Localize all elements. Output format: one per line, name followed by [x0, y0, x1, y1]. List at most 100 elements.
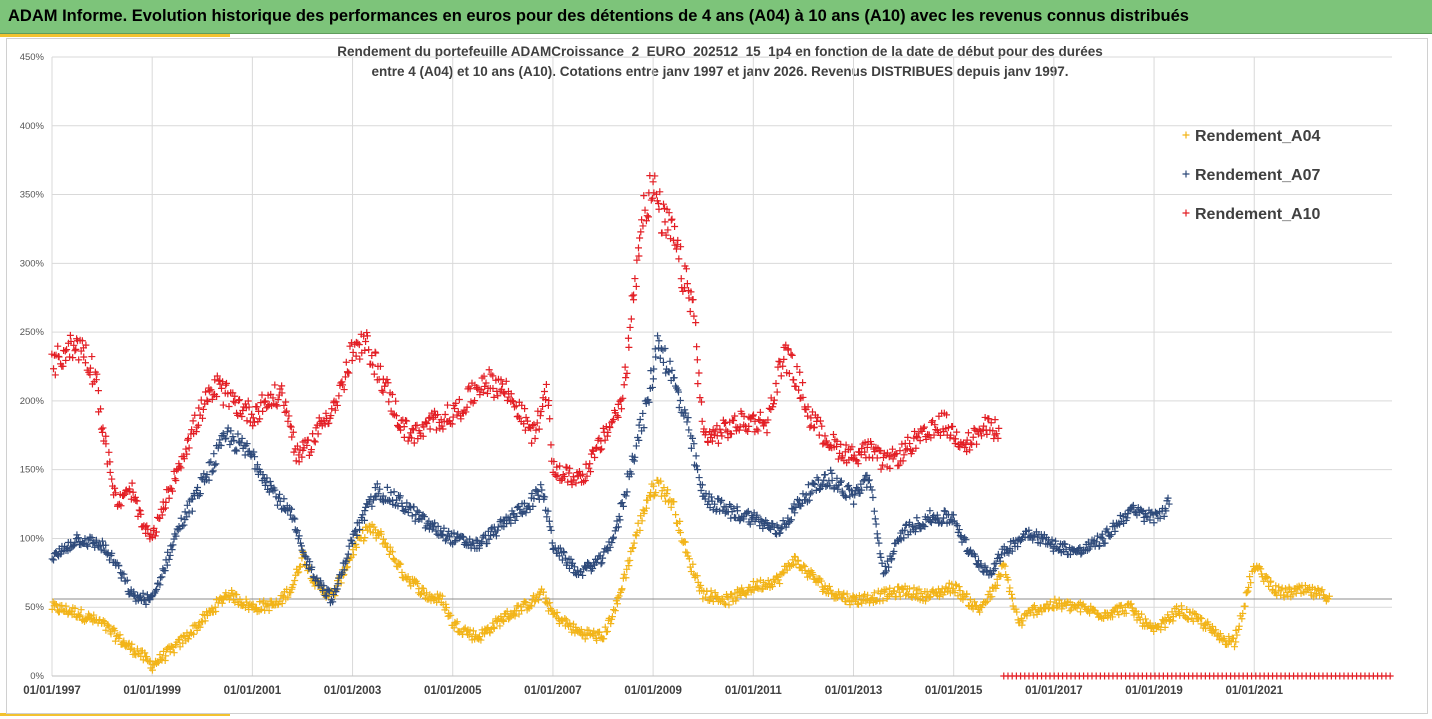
rendement-a10-point — [944, 424, 952, 432]
rendement-a07-point — [89, 540, 97, 548]
rendement-a07-point — [452, 537, 460, 545]
rendement-a04-point — [490, 625, 498, 633]
rendement-a10-point — [617, 405, 625, 413]
rendement-a04-point — [1225, 633, 1233, 641]
rendement-a07-point — [681, 406, 689, 414]
rendement-a07-point — [718, 496, 726, 504]
rendement-a10-point — [184, 434, 192, 442]
rendement-a04-point — [685, 555, 693, 563]
rendement-a10-point — [823, 437, 831, 445]
rendement-a10-point — [621, 363, 629, 371]
rendement-a10-point — [542, 396, 550, 404]
rendement-a07-point — [325, 587, 333, 595]
rendement-a10-point — [861, 439, 869, 447]
rendement-a10-point — [829, 431, 837, 439]
rendement-a10-point — [88, 353, 96, 361]
rendement-a04-point — [593, 636, 601, 644]
rendement-a07-point — [483, 539, 491, 547]
rendement-a04-point — [218, 599, 226, 607]
rendement-a10-point — [93, 370, 101, 378]
rendement-a07-point — [874, 534, 882, 542]
rendement-a10-point — [173, 466, 181, 474]
rendement-a07-point — [1077, 550, 1085, 558]
rendement-a07-point — [222, 434, 230, 442]
rendement-a07-point — [632, 442, 640, 450]
rendement-a04-point — [972, 602, 980, 610]
rendement-a07-point — [356, 525, 364, 533]
rendement-a07-point — [547, 526, 555, 534]
rendement-a07-point — [152, 587, 160, 595]
rendement-a10-point — [305, 451, 313, 459]
rendement-a04-point — [661, 497, 669, 505]
rendement-a10-point — [225, 402, 233, 410]
rendement-a10-point — [298, 453, 306, 461]
rendement-a07-point — [962, 536, 970, 544]
rendement-a04-point — [870, 589, 878, 597]
rendement-a10-point — [489, 372, 497, 380]
rendement-a10-point — [286, 422, 294, 430]
rendement-a04-point — [1073, 604, 1081, 612]
rendement-a07-point — [511, 516, 519, 524]
rendement-a10-point — [143, 522, 151, 530]
rendement-a07-point — [1076, 543, 1084, 551]
rendement-a04-point — [531, 598, 539, 606]
rendement-a04-point — [547, 605, 555, 613]
rendement-a07-point — [1150, 519, 1158, 527]
rendement-a04-point — [1117, 601, 1125, 609]
rendement-a07-point — [876, 550, 884, 558]
rendement-a07-point — [956, 532, 964, 540]
rendement-a10-point — [713, 422, 721, 430]
rendement-a04-point — [561, 614, 569, 622]
rendement-a04-point — [773, 572, 781, 580]
rendement-a04-point — [666, 496, 674, 504]
x-tick-label: 01/01/2007 — [524, 685, 582, 697]
rendement-a07-point — [263, 474, 271, 482]
rendement-a07-point — [670, 374, 678, 382]
rendement-a07-point — [794, 496, 802, 504]
rendement-a04-point — [1243, 588, 1251, 596]
rendement-a07-point — [108, 549, 116, 557]
rendement-a10-point — [804, 412, 812, 420]
rendement-a07-point — [1048, 536, 1056, 544]
rendement-a10-point — [718, 432, 726, 440]
rendement-a10-point — [661, 218, 669, 226]
rendement-a10-point — [388, 391, 396, 399]
rendement-a10-point — [352, 352, 360, 360]
rendement-a07-point — [459, 533, 467, 541]
rendement-a10-point — [539, 402, 547, 410]
rendement-a04-point — [861, 590, 869, 598]
rendement-a10-point — [717, 429, 725, 437]
rendement-a04-point — [1019, 617, 1027, 625]
accent-bar-top — [0, 34, 230, 37]
rendement-a07-point — [115, 562, 123, 570]
rendement-a10-point — [792, 382, 800, 390]
rendement-a10-point — [690, 312, 698, 320]
rendement-a10-point — [995, 424, 1003, 432]
rendement-a07-point — [649, 375, 657, 383]
rendement-a07-point — [570, 563, 578, 571]
rendement-a10-point — [671, 223, 679, 231]
rendement-a07-point — [408, 512, 416, 520]
rendement-a04-point — [978, 604, 986, 612]
rendement-a04-point — [915, 585, 923, 593]
chart-frame — [6, 38, 1428, 714]
rendement-a10-point — [314, 430, 322, 438]
rendement-a10-point — [164, 486, 172, 494]
rendement-a07-point — [194, 483, 202, 491]
rendement-a10-point — [208, 395, 216, 403]
rendement-a04-point — [1184, 615, 1192, 623]
rendement-a07-point — [1025, 526, 1033, 534]
rendement-a10-point — [873, 454, 881, 462]
rendement-a04-point — [1245, 583, 1253, 591]
rendement-a10-point — [249, 422, 257, 430]
rendement-a04-point — [343, 563, 351, 571]
rendement-a07-point — [786, 517, 794, 525]
rendement-a07-point — [185, 509, 193, 517]
rendement-a04-point — [416, 590, 424, 598]
rendement-a07-point — [940, 514, 948, 522]
rendement-a10-point — [514, 412, 522, 420]
rendement-a10-point — [370, 370, 378, 378]
rendement-a07-point — [569, 559, 577, 567]
rendement-a10-point — [222, 381, 230, 389]
rendement-a07-point — [1107, 531, 1115, 539]
